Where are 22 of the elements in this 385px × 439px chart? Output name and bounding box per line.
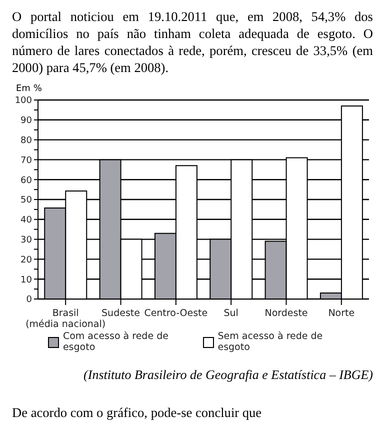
- legend-label: Com acesso à rede de esgoto: [62, 331, 170, 353]
- y-tick-label: 80: [20, 136, 32, 146]
- y-tick-label: 90: [20, 116, 32, 126]
- x-tick-label: Nordeste: [264, 308, 308, 319]
- x-tick-label: Sudeste: [102, 308, 140, 319]
- y-axis-title: Em %: [16, 84, 43, 94]
- y-tick-label: 60: [20, 176, 32, 186]
- y-tick-label: 10: [20, 275, 32, 286]
- y-tick-label: 0: [26, 295, 32, 306]
- x-tick-label: Norte: [328, 308, 355, 319]
- chart-title: O portal noticiou em 19.10.2011 que, em 2008, 54,3% dos domicílios no país não tinham coleta adequada de esgoto. O número de lares conectados à rede, porém, cresceu de 33,5% (em 2000) para 45,7% (em 2008).: [11, 8, 374, 76]
- text: De acordo com o gráfico, pode-se concluir que: [11, 405, 263, 421]
- y-tick-label: 50: [20, 196, 32, 206]
- y-tick-label: 40: [20, 216, 32, 226]
- y-tick-label: 30: [20, 235, 32, 246]
- x-tick-label: Sul: [224, 308, 238, 319]
- y-tick-label: 100: [14, 96, 32, 106]
- x-tick-label: Centro-Oeste: [144, 308, 208, 319]
- legend-label: Sem acesso à rede de esgoto: [218, 331, 324, 353]
- text: (Instituto Brasileiro de Geografia e Estatística – IBGE): [82, 367, 374, 383]
- y-tick-label: 70: [20, 156, 32, 166]
- y-tick-label: 20: [20, 255, 32, 266]
